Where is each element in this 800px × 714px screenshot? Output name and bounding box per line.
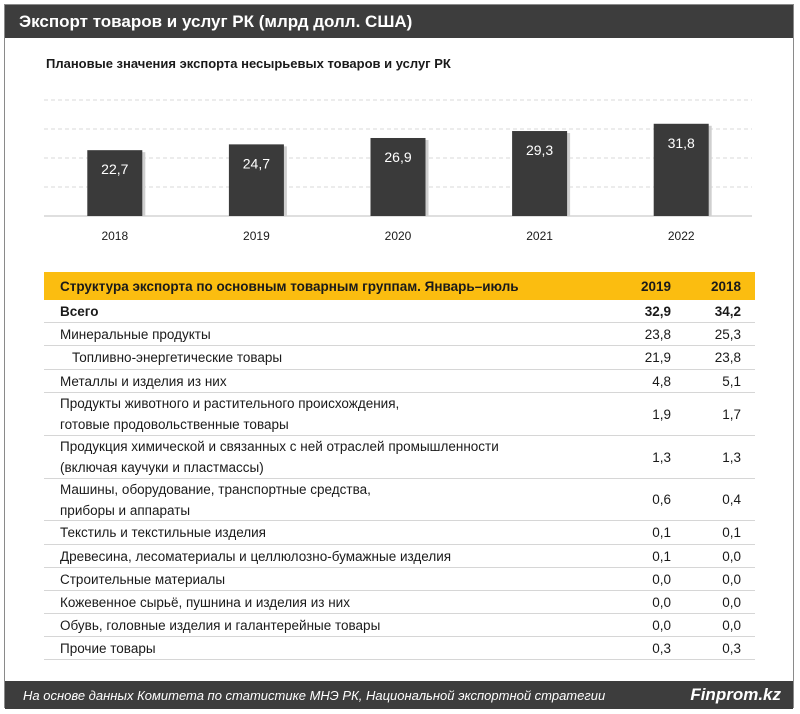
table-row: Текстиль и текстильные изделия 0,1 0,1 [44,521,755,545]
bar-chart: 22,7 2018 24,7 2019 26,9 2020 29,3 2021 31,8 2022 [44,99,752,243]
bar-2020 [370,137,426,216]
footer: На основе данных Комитета по статистике … [5,681,793,709]
data-label: 26,9 [384,149,411,165]
x-tick-label: 2020 [385,229,412,243]
table-row: Строительные материалы 0,0 0,0 [44,568,755,591]
row-label: Древесина, лесоматериалы и целлюлозно-бу… [44,546,595,567]
row-label-line: Минеральные продукты [60,326,211,342]
row-label-line: (включая каучуки и пластмассы) [60,460,264,475]
row-label-line: Всего [60,303,99,319]
value-2018: 1,3 [722,449,741,465]
row-label: Продукты животного и растительного проис… [44,393,595,435]
value-2019: 0,0 [652,571,671,587]
value-2019: 4,8 [652,373,671,389]
page-title: Экспорт товаров и услуг РК (млрд долл. С… [5,5,793,38]
row-label-line: Продукты животного и растительного проис… [60,396,400,411]
value-2019: 0,6 [652,492,671,507]
value-2019: 23,8 [644,326,671,342]
bar-2021 [512,131,568,216]
table-header-row: Структура экспорта по основным товарным … [44,272,755,300]
table-row: Кожевенное сырьё, пушнина и изделия из н… [44,591,755,614]
table-row: Всего 32,9 34,2 [44,300,755,323]
row-label: Машины, оборудование, транспортные средс… [44,479,595,521]
table-row: Топливно-энергетические товары 21,9 23,8 [44,346,755,370]
table-row: Прочие товары 0,3 0,3 [44,637,755,660]
row-label-line: Древесина, лесоматериалы и целлюлозно-бу… [60,548,452,564]
table-row: Продукты животного и растительного проис… [44,393,755,436]
column-header-2019: 2019 [640,278,671,294]
row-label-line: Строительные материалы [60,571,226,587]
row-label-line: Текстиль и текстильные изделия [60,525,266,540]
value-2019: 0,1 [652,548,671,564]
row-label-line: Продукция химической и связанных с ней о… [60,439,499,454]
value-2018: 25,3 [714,326,741,342]
row-label-line: готовые продовольственные товары [60,417,289,432]
data-label: 31,8 [668,135,695,151]
row-label-line: Кожевенное сырьё, пушнина и изделия из н… [60,594,350,610]
row-label: Продукция химической и связанных с ней о… [44,436,595,478]
data-label: 24,7 [243,155,270,171]
x-tick-label: 2021 [526,229,553,243]
value-2018: 0,0 [722,594,741,610]
value-2018: 34,2 [714,303,741,319]
value-2018: 5,1 [722,373,741,389]
value-2018: 0,3 [722,640,741,656]
row-label-line: Топливно-энергетические товары [72,350,283,365]
x-tick-label: 2022 [668,229,695,243]
value-2019: 1,3 [652,449,671,465]
value-2019: 0,3 [652,640,671,656]
value-2019: 0,1 [652,525,671,540]
row-label-line: приборы и аппараты [60,502,191,518]
data-label: 29,3 [526,142,553,158]
value-2019: 1,9 [652,406,671,422]
row-label-line: Прочие товары [60,640,156,656]
bar-2022 [653,123,709,216]
row-label: Металлы и изделия из них [44,371,595,392]
table-row: Обувь, головные изделия и галантерейные … [44,614,755,637]
value-2019: 0,0 [652,617,671,633]
export-structure-table: Структура экспорта по основным товарным … [44,272,755,660]
value-2018: 0,0 [722,571,741,587]
row-label-line: Металлы и изделия из них [60,373,227,389]
bar-2018 [87,150,143,216]
value-2019: 0,0 [652,594,671,610]
value-2018: 0,4 [722,492,741,507]
data-label: 22,7 [101,161,128,177]
column-header-2018: 2018 [710,278,741,294]
x-tick-label: 2019 [243,229,270,243]
row-label: Текстиль и текстильные изделия [44,522,595,543]
table-row: Машины, оборудование, транспортные средс… [44,479,755,521]
row-label-line: Машины, оборудование, транспортные средс… [60,481,371,497]
table-row: Минеральные продукты 23,8 25,3 [44,323,755,346]
table-row: Древесина, лесоматериалы и целлюлозно-бу… [44,545,755,568]
row-label: Топливно-энергетические товары [44,347,595,368]
table-row: Металлы и изделия из них 4,8 5,1 [44,370,755,393]
row-label: Всего [44,301,595,322]
table-row: Продукция химической и связанных с ней о… [44,436,755,479]
brand-logo: Finprom.kz [690,685,781,704]
bar-2019 [228,144,284,216]
value-2019: 21,9 [644,350,671,365]
row-label-line: Обувь, головные изделия и галантерейные … [60,617,381,633]
value-2018: 0,0 [722,548,741,564]
chart-title: Плановые значения экспорта несырьевых то… [46,56,451,71]
row-label: Обувь, головные изделия и галантерейные … [44,615,595,636]
value-2019: 32,9 [644,303,671,319]
row-label: Минеральные продукты [44,324,595,345]
x-tick-label: 2018 [101,229,128,243]
row-label: Прочие товары [44,638,595,659]
value-2018: 0,1 [722,525,741,540]
row-label: Строительные материалы [44,569,595,590]
source-note: На основе данных Комитета по статистике … [23,687,606,703]
table-title: Структура экспорта по основным товарным … [60,278,519,294]
value-2018: 0,0 [722,617,741,633]
value-2018: 1,7 [722,406,741,422]
value-2018: 23,8 [714,350,741,365]
row-label: Кожевенное сырьё, пушнина и изделия из н… [44,592,595,613]
